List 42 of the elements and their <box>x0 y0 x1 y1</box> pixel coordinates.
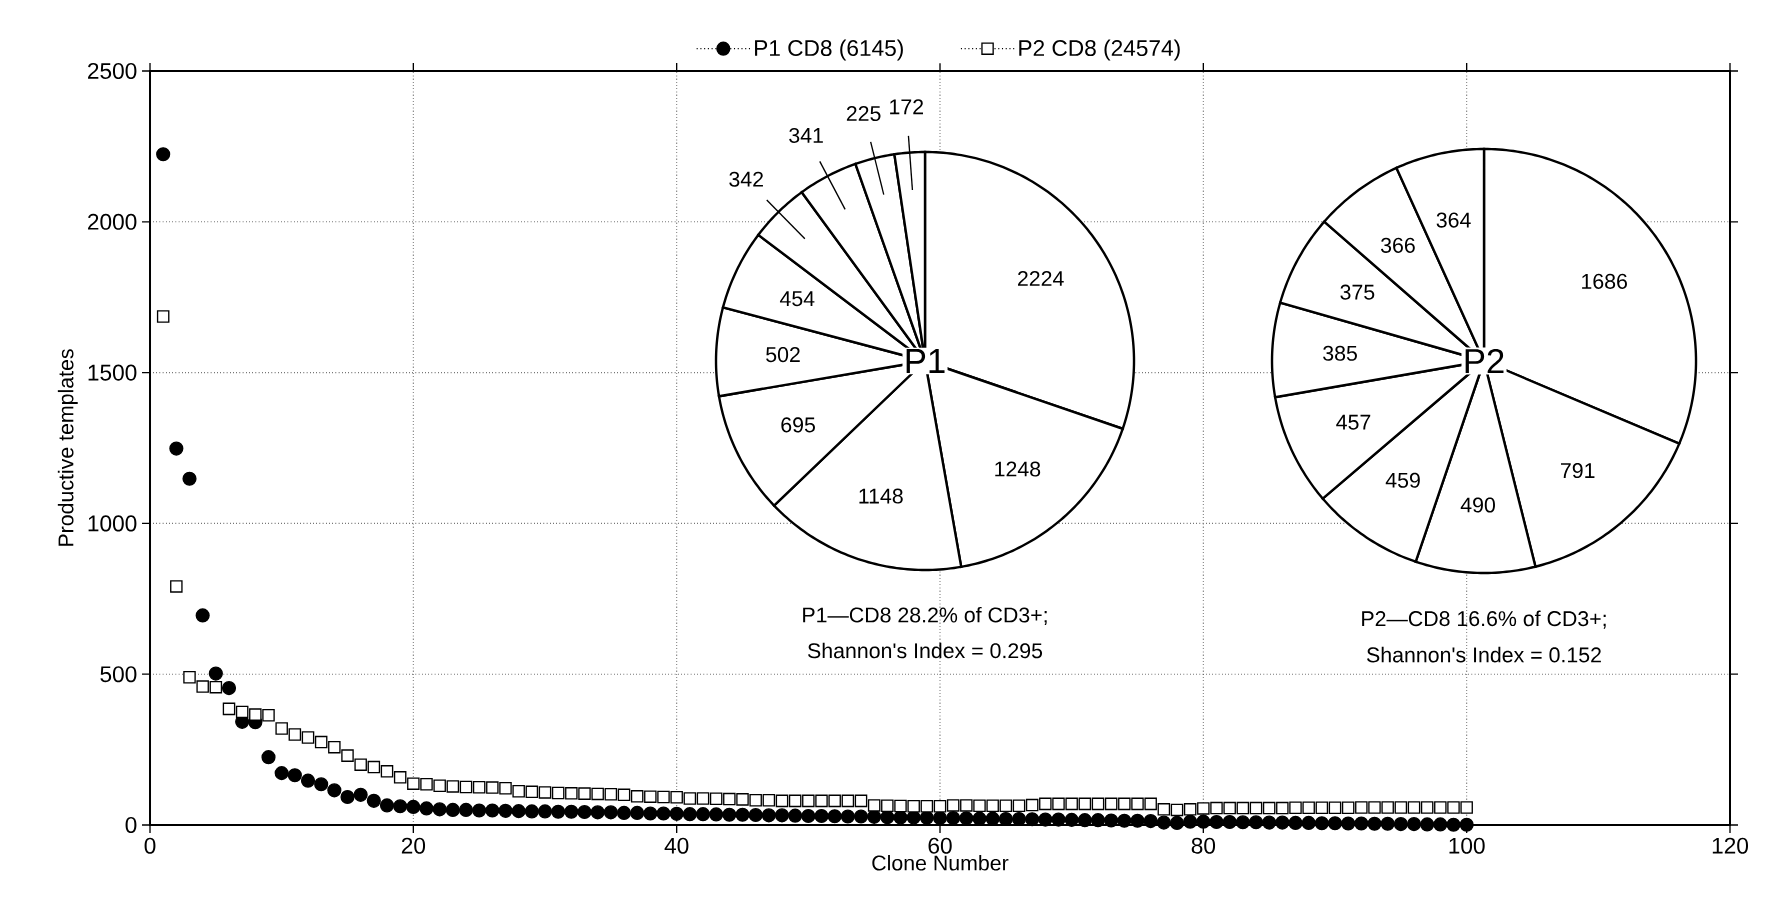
x-tick-label: 80 <box>1191 837 1216 854</box>
y-tick-label: 1000 <box>88 515 137 532</box>
legend-label: P1 CD8 (6145) <box>755 39 903 61</box>
data-label: 695 <box>781 417 815 433</box>
y-tick-label: 0 <box>125 816 137 834</box>
data-label: 366 <box>1380 237 1415 253</box>
y-axis-title: Productive templates <box>57 349 78 546</box>
data-label: 364 <box>1436 212 1471 228</box>
x-tick-label: 40 <box>664 837 689 854</box>
y-tick-label: 2500 <box>88 62 137 80</box>
data-label: 1248 <box>995 461 1041 477</box>
y-tick-label: 500 <box>100 666 137 683</box>
data-label: 172 <box>890 99 923 115</box>
data-label: 502 <box>766 347 800 363</box>
y-tick-label: 1500 <box>88 364 137 381</box>
data-label: 375 <box>1340 284 1375 300</box>
data-label: 225 <box>846 105 881 122</box>
data-label: 1148 <box>859 488 903 504</box>
annotation: P2—CD8 16.6% of CD3+; <box>1362 610 1606 629</box>
x-axis-title: Clone Number <box>872 854 1009 871</box>
text: P2 <box>1465 348 1504 374</box>
data-label: 457 <box>1336 414 1371 430</box>
data-label: 459 <box>1385 472 1420 488</box>
data-label: 490 <box>1460 497 1495 513</box>
annotation: P1—CD8 28.2% of CD3+; <box>803 606 1047 626</box>
annotation: Shannon's Index = 0.295 <box>807 642 1043 659</box>
data-label: 342 <box>729 171 763 187</box>
annotation: Shannon's Index = 0.152 <box>1367 646 1601 663</box>
data-label: 341 <box>789 127 823 143</box>
data-label: 385 <box>1323 345 1357 361</box>
legend-label: P2 CD8 (24574) <box>1019 39 1180 61</box>
data-label: 1686 <box>1582 273 1627 289</box>
x-tick-label: 60 <box>928 837 952 854</box>
y-tick-label: 2000 <box>88 213 137 230</box>
x-tick-label: 0 <box>144 837 156 854</box>
data-label: 2224 <box>1017 270 1064 286</box>
text: P1 <box>906 349 945 373</box>
data-label: 791 <box>1560 463 1595 479</box>
data-label: 454 <box>779 291 815 307</box>
x-tick-label: 20 <box>401 837 426 854</box>
x-tick-label: 100 <box>1449 837 1485 854</box>
x-tick-label: 120 <box>1712 837 1749 854</box>
